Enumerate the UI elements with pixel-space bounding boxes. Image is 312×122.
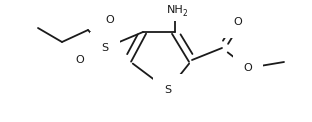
Text: O: O (234, 17, 242, 27)
Text: S: S (101, 43, 109, 53)
Text: O: O (106, 15, 115, 25)
Text: O: O (76, 55, 84, 65)
Text: O: O (244, 63, 252, 73)
Text: 2: 2 (183, 9, 188, 17)
Text: NH: NH (167, 5, 183, 15)
Text: S: S (164, 85, 172, 95)
